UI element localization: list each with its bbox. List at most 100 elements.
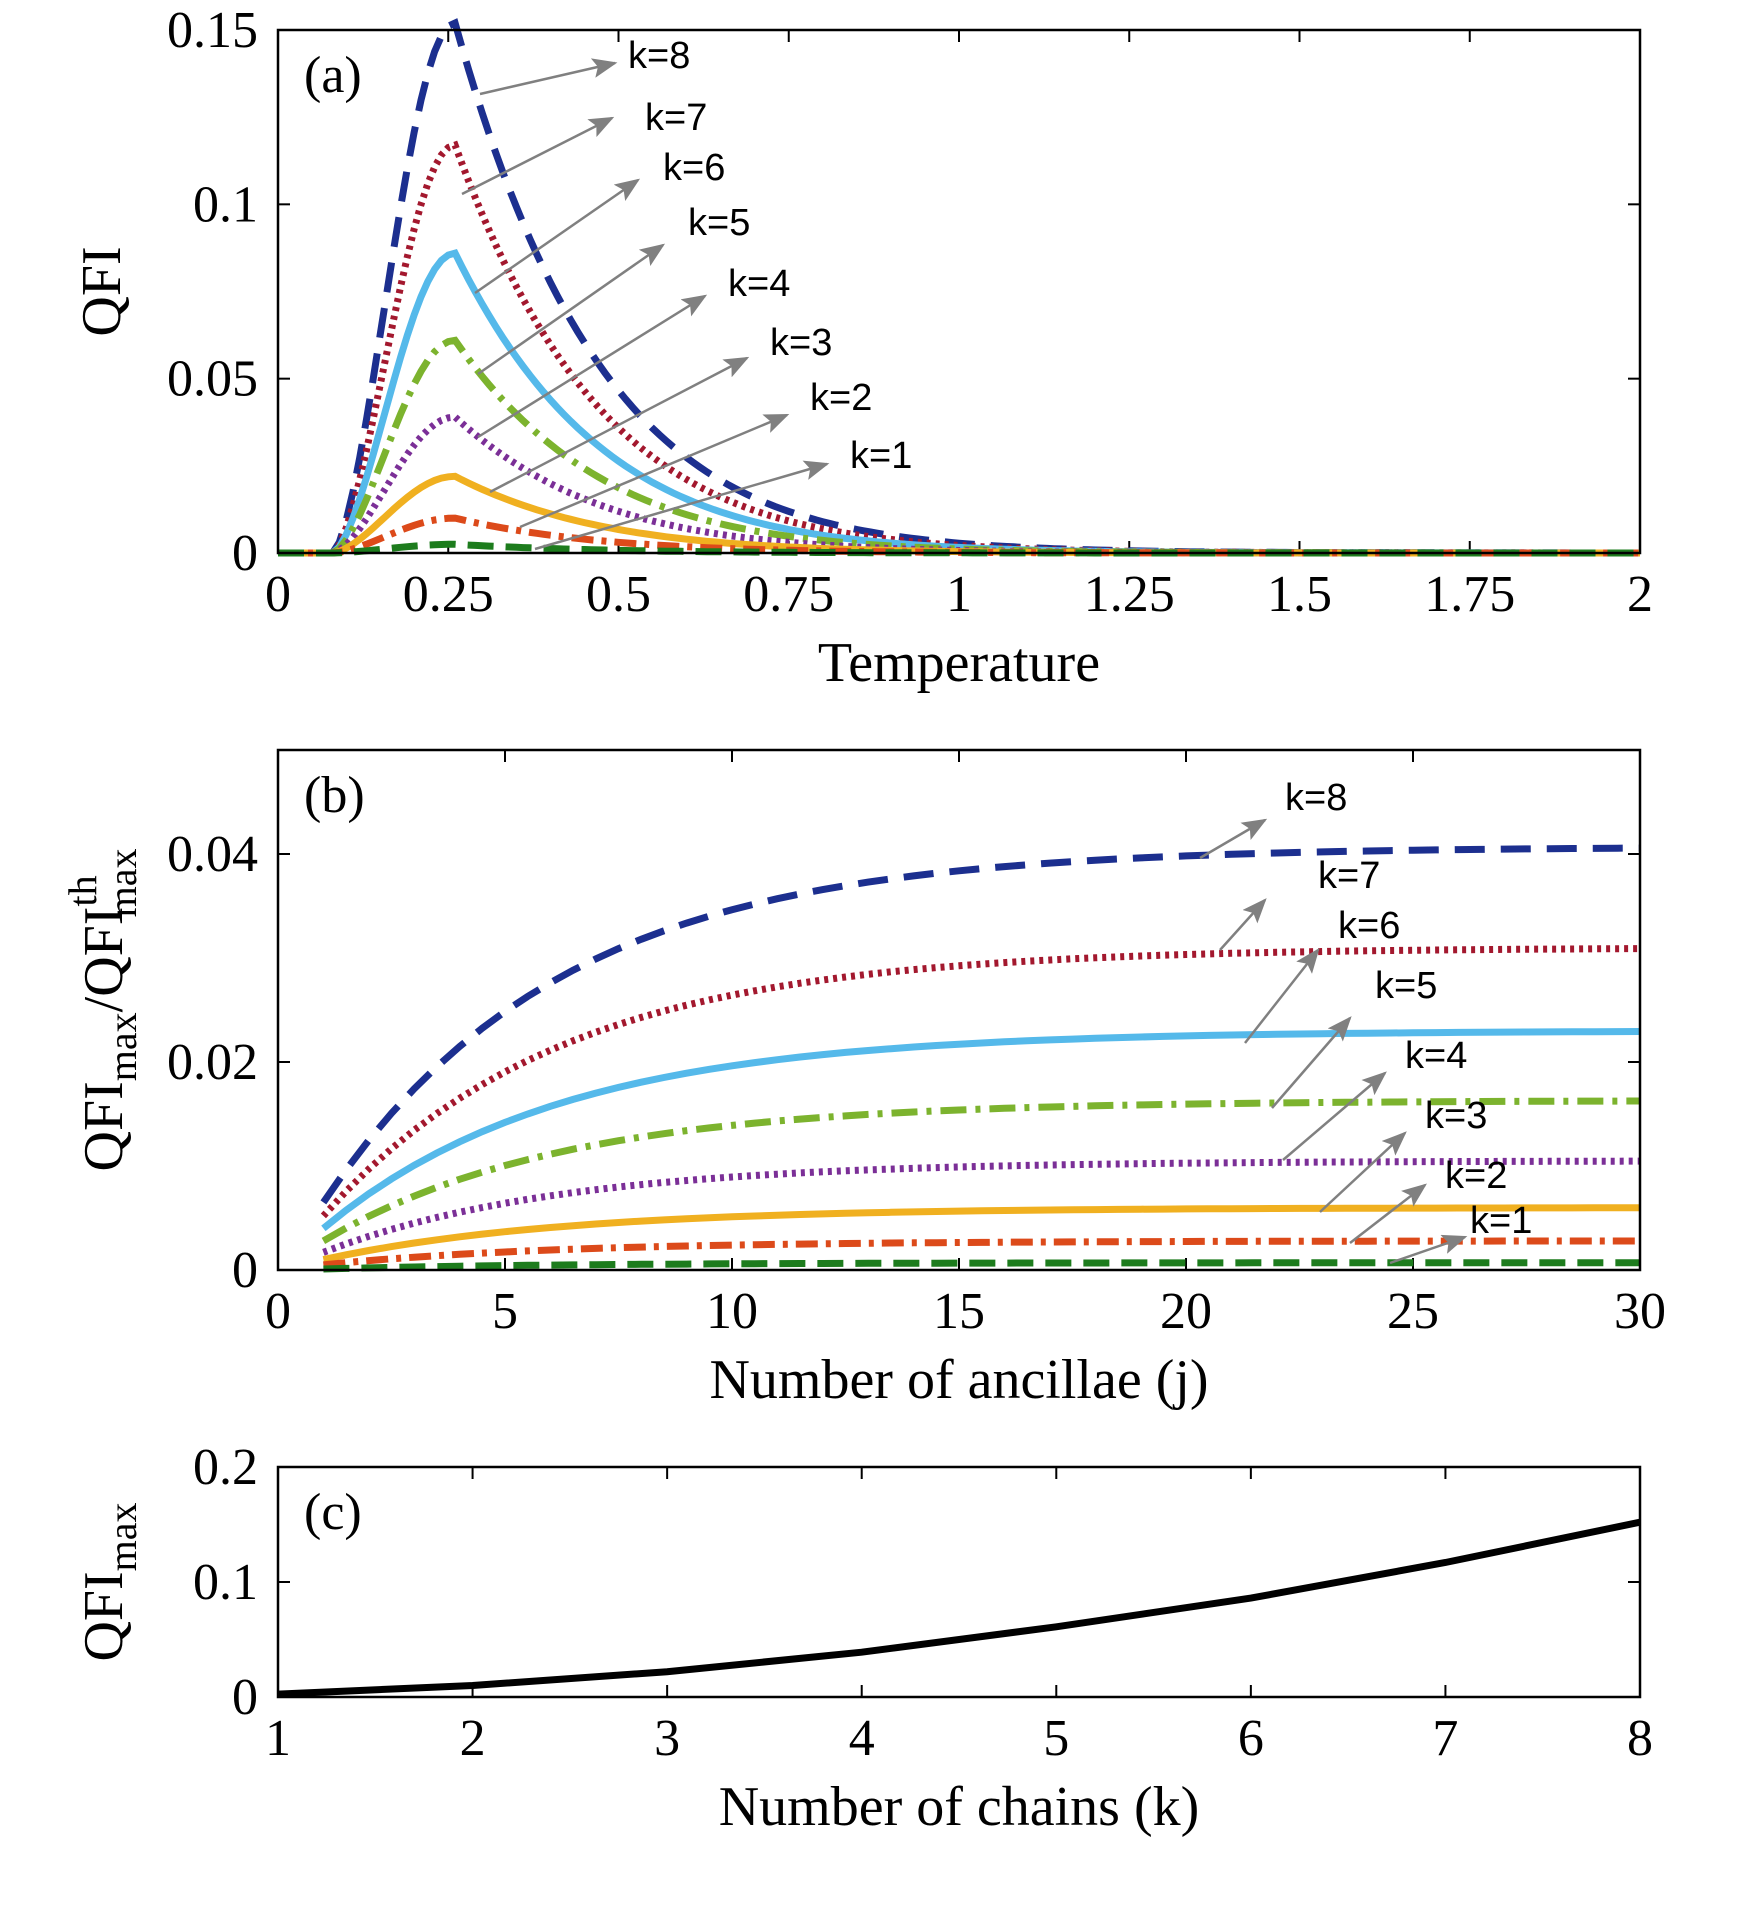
x-tick-label: 5 bbox=[1043, 1710, 1069, 1767]
panel-label: (a) bbox=[304, 47, 362, 104]
panel-b: 0 5 10 15 20 25 30 0 0.02 0.04 (b) Number of ancill… bbox=[60, 748, 1666, 1411]
series-label: k=1 bbox=[1470, 1200, 1532, 1242]
series-label: k=3 bbox=[1425, 1095, 1487, 1137]
annotation-arrow bbox=[479, 58, 618, 96]
y-tick-label: 0.15 bbox=[167, 2, 258, 59]
y-tick-label: 0.1 bbox=[193, 1554, 258, 1611]
x-axis-label: Temperature bbox=[818, 632, 1100, 694]
x-tick-label: 1 bbox=[265, 1710, 291, 1767]
series-line-qfi-max bbox=[277, 1518, 1641, 1698]
x-tick-label: 1.5 bbox=[1267, 566, 1332, 623]
x-tick-label: 20 bbox=[1160, 1283, 1212, 1340]
annotation-arrow bbox=[1199, 818, 1268, 860]
series-line-k6 bbox=[278, 248, 1640, 557]
series-line-k1 bbox=[323, 1259, 1640, 1273]
y-label-part: /QFI bbox=[73, 907, 135, 1013]
x-tick-label: 5 bbox=[492, 1283, 518, 1340]
series-label: k=2 bbox=[1445, 1155, 1507, 1197]
series-label: k=6 bbox=[663, 147, 725, 189]
series-line-k2 bbox=[323, 1237, 1640, 1269]
series-line-k7 bbox=[320, 945, 1641, 1219]
annotation-arrow bbox=[1244, 948, 1320, 1044]
x-tick-label: 0 bbox=[265, 566, 291, 623]
x-tick-label: 2 bbox=[460, 1710, 486, 1767]
series-label: k=4 bbox=[1405, 1035, 1467, 1077]
series-label: k=5 bbox=[688, 202, 750, 244]
x-tick-label: 0 bbox=[265, 1283, 291, 1340]
annotation-arrow bbox=[519, 413, 790, 529]
x-tick-label: 0.75 bbox=[743, 566, 834, 623]
panel-a: 0 0.25 0.5 0.75 1 1.25 1.5 1.75 2 0 0.05 0.1 0.15 (a)… bbox=[71, 2, 1653, 694]
annotation-arrow bbox=[1271, 1016, 1352, 1109]
y-tick-label: 0 bbox=[232, 1669, 258, 1726]
plot-frame bbox=[276, 28, 1642, 555]
y-label-part: max bbox=[100, 1012, 145, 1081]
x-tick-label: 10 bbox=[706, 1283, 758, 1340]
y-axis-label: QFI bbox=[71, 246, 133, 336]
y-axis-label: QFImax bbox=[73, 1502, 145, 1661]
series-label: k=8 bbox=[1285, 777, 1347, 819]
y-tick-label: 0.2 bbox=[193, 1439, 258, 1496]
y-label-part: max bbox=[100, 849, 145, 918]
x-tick-label: 8 bbox=[1627, 1710, 1653, 1767]
annotation-arrow bbox=[534, 460, 830, 551]
plot-frame bbox=[276, 748, 1642, 1272]
x-tick-label: 3 bbox=[654, 1710, 680, 1767]
plot-frame bbox=[276, 1465, 1642, 1699]
series-line-k4 bbox=[278, 413, 1640, 557]
x-axis-label: Number of ancillae (j) bbox=[709, 1349, 1208, 1411]
annotation-arrow bbox=[474, 178, 641, 295]
series-label: k=5 bbox=[1375, 965, 1437, 1007]
series-label: k=6 bbox=[1338, 905, 1400, 947]
annotation-arrow bbox=[477, 294, 708, 439]
series-label: k=7 bbox=[1318, 855, 1380, 897]
y-tick-label: 0.1 bbox=[193, 176, 258, 233]
x-tick-label: 0.5 bbox=[586, 566, 651, 623]
series-line-k3 bbox=[322, 1204, 1640, 1264]
series-line-k6 bbox=[321, 1028, 1641, 1232]
y-tick-label: 0.02 bbox=[167, 1034, 258, 1091]
x-tick-label: 1.25 bbox=[1084, 566, 1175, 623]
series-label: k=7 bbox=[645, 97, 707, 139]
panel-label: (c) bbox=[304, 1484, 362, 1541]
x-tick-label: 25 bbox=[1387, 1283, 1439, 1340]
annotation-arrow bbox=[1349, 1183, 1427, 1244]
annotation-arrow bbox=[1389, 1234, 1468, 1265]
x-tick-label: 2 bbox=[1627, 566, 1653, 623]
series-label: k=8 bbox=[628, 35, 690, 77]
x-tick-label: 6 bbox=[1238, 1710, 1264, 1767]
series-line-k5 bbox=[321, 1097, 1641, 1244]
series-label: k=3 bbox=[770, 322, 832, 364]
x-tick-label: 0.25 bbox=[403, 566, 494, 623]
panel-label: (b) bbox=[304, 767, 365, 824]
x-axis-label: Number of chains (k) bbox=[719, 1776, 1200, 1838]
annotation-arrow bbox=[1282, 1071, 1387, 1161]
series-line-k4 bbox=[322, 1157, 1641, 1256]
annotation-arrow bbox=[477, 243, 666, 376]
annotation-arrow bbox=[461, 116, 615, 196]
y-label-part: QFI bbox=[73, 1081, 135, 1171]
x-tick-label: 30 bbox=[1614, 1283, 1666, 1340]
y-label-part: QFI bbox=[73, 1571, 135, 1661]
y-axis-label: QFImax/QFIthmax bbox=[60, 849, 145, 1172]
series-line-k8 bbox=[320, 844, 1641, 1205]
x-tick-label: 4 bbox=[849, 1710, 875, 1767]
x-tick-label: 7 bbox=[1432, 1710, 1458, 1767]
y-tick-label: 0.04 bbox=[167, 826, 258, 883]
annotation-arrow bbox=[1319, 1131, 1407, 1213]
y-label-part: th bbox=[60, 875, 105, 906]
annotation-arrow bbox=[489, 356, 750, 494]
y-label-part: max bbox=[100, 1502, 145, 1571]
series-label: k=1 bbox=[850, 435, 912, 477]
x-tick-label: 15 bbox=[933, 1283, 985, 1340]
series-label: k=4 bbox=[728, 263, 790, 305]
annotation-arrow bbox=[1219, 898, 1267, 951]
y-tick-label: 0.05 bbox=[167, 351, 258, 408]
y-tick-label: 0 bbox=[232, 525, 258, 582]
panel-c: 1 2 3 4 5 6 7 8 0 0.1 0.2 (c) Number of chains (k) QF… bbox=[73, 1439, 1653, 1838]
x-tick-label: 1.75 bbox=[1424, 566, 1515, 623]
y-tick-label: 0 bbox=[232, 1242, 258, 1299]
series-label: k=2 bbox=[810, 377, 872, 419]
x-tick-label: 1 bbox=[946, 566, 972, 623]
